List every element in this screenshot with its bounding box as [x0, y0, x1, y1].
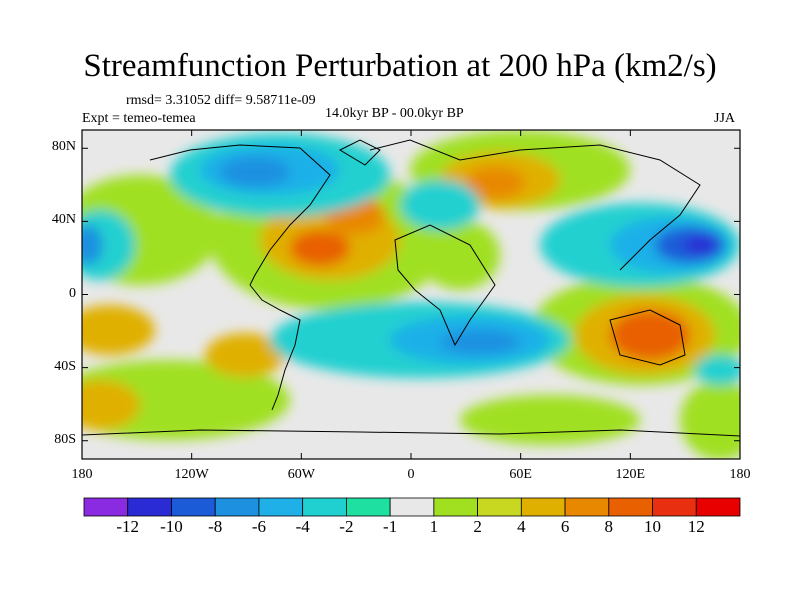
- lat-tick-label: 40S: [54, 358, 76, 374]
- colorbar-label: -10: [160, 517, 183, 536]
- colorbar-label: -1: [383, 517, 398, 536]
- colorbar-swatch: [520, 497, 566, 517]
- colorbar-swatch: [389, 497, 435, 517]
- coastline-australia: [609, 309, 686, 366]
- lon-tick-label: 60W: [287, 467, 315, 482]
- field-blob: [420, 220, 500, 290]
- field-blob: [400, 180, 480, 230]
- coastlines: [82, 139, 740, 437]
- colorbar-label: 8: [604, 517, 614, 536]
- coastline-south-america: [249, 284, 301, 411]
- lon-tick-label: 0: [407, 467, 415, 482]
- colorbar-swatch: [258, 497, 304, 517]
- lon-tick-label: 120W: [174, 467, 209, 482]
- period-label: 14.0kyr BP - 00.0kyr BP: [325, 106, 464, 121]
- lat-tick-label: 40N: [51, 212, 76, 228]
- colorbar-label: -8: [208, 517, 223, 536]
- field-blob: [82, 305, 155, 355]
- colorbar-swatch: [477, 497, 522, 517]
- colorbar-label: 4: [517, 517, 526, 536]
- field-blob: [465, 167, 525, 199]
- colorbar-swatch: [83, 497, 129, 517]
- colorbar-label: -12: [116, 517, 140, 536]
- experiment-label: Expt = temeo-temea: [82, 111, 196, 126]
- colorbar-swatch: [433, 497, 479, 517]
- field-blob: [82, 225, 103, 265]
- lat-tick-label: 0: [69, 285, 76, 301]
- colorbar-swatch: [345, 497, 391, 517]
- colorbar-swatch: [127, 497, 172, 517]
- lon-tick-label: 180: [729, 467, 751, 482]
- colorbar-swatch: [695, 497, 741, 517]
- colorbar-swatch: [652, 497, 697, 517]
- field-blob: [205, 333, 285, 377]
- colorbar-label: 1: [429, 517, 439, 536]
- field-blob: [290, 230, 350, 266]
- field-blob: [220, 157, 290, 187]
- lat-tick-label: 80S: [54, 431, 76, 447]
- stats-line: rmsd= 3.31052 diff= 9.58711e-09: [126, 93, 316, 108]
- colorbar-label: 10: [644, 517, 662, 536]
- coastline-greenland: [338, 139, 381, 166]
- season-label: JJA: [714, 111, 736, 126]
- colorbar-swatch: [214, 497, 260, 517]
- coastline-antarctica: [82, 429, 740, 437]
- coastline-eurasia: [369, 139, 701, 271]
- page-title: Streamfunction Perturbation at 200 hPa (…: [83, 48, 717, 84]
- colorbar-swatch: [171, 497, 216, 517]
- field-blob: [82, 360, 290, 440]
- coastline-africa: [394, 224, 496, 347]
- colorbar-label: -4: [295, 517, 310, 536]
- colorbar-label: 2: [473, 517, 482, 536]
- colorbar-swatch: [564, 497, 610, 517]
- colorbar-label: -6: [251, 517, 266, 536]
- field-blob: [684, 236, 716, 254]
- colorbar-label: 12: [687, 517, 705, 536]
- lon-tick-label: 180: [71, 467, 93, 482]
- field-blob: [460, 395, 640, 445]
- lon-tick-label: 120E: [615, 467, 646, 482]
- field-blob: [680, 380, 740, 459]
- field-blob: [440, 330, 520, 354]
- field-blob: [82, 380, 140, 430]
- colorbar-swatch: [302, 497, 347, 517]
- map-field: [82, 130, 740, 459]
- colorbar-swatch: [608, 497, 653, 517]
- coastline-north-america: [149, 144, 331, 286]
- field-blob: [610, 310, 690, 360]
- colorbar-label: -2: [339, 517, 354, 536]
- axis-ticks: [81, 130, 741, 459]
- field-blob: [695, 355, 740, 385]
- colorbar-label: 6: [560, 517, 570, 536]
- lat-tick-label: 80N: [51, 139, 76, 155]
- lon-tick-label: 60E: [509, 467, 532, 482]
- colorbar: [83, 497, 741, 517]
